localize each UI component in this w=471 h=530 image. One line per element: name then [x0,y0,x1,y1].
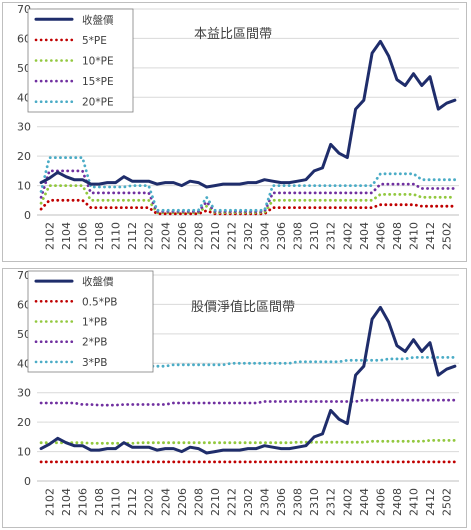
x-tick-label: 2310 [308,222,321,250]
legend-label: 1*PB [82,317,107,329]
y-tick-label: 60 [17,32,31,45]
legend-label: 20*PE [82,97,114,109]
y-tick-label: 70 [17,269,31,282]
x-tick-label: 2302 [242,488,255,516]
x-tick-label: 2402 [341,222,354,250]
y-tick-label: 0 [24,475,31,488]
x-tick-label: 2408 [391,222,404,250]
x-tick-label: 2102 [43,488,56,516]
y-tick-label: 30 [17,387,31,400]
x-tick-label: 2108 [93,222,106,250]
x-tick-label: 2208 [192,222,205,250]
x-tick-label: 2208 [192,488,205,516]
x-tick-label: 2404 [358,222,371,250]
x-tick-label: 2310 [308,488,321,516]
x-tick-label: 2106 [77,222,90,250]
y-tick-label: 40 [17,357,31,370]
y-tick-label: 30 [17,121,31,134]
x-tick-label: 2212 [225,488,238,516]
series-line-0 [39,305,457,455]
x-tick-label: 2404 [358,488,371,516]
series-line-4 [39,156,457,212]
series-line-2 [39,438,457,445]
x-tick-label: 2304 [259,222,272,250]
x-tick-label: 2408 [391,488,404,516]
legend-box [27,270,154,373]
y-tick-label: 10 [17,180,31,193]
x-tick-label: 2212 [225,222,238,250]
pb-band-chart: 0 10 20 30 40 50 60 70 2102 2104 2106 2108 2110 2112 2… [2,268,467,528]
legend-label: 收盤價 [82,275,114,288]
y-tick-label: 40 [17,91,31,104]
x-tick-label: 2410 [407,488,420,516]
series-line-3 [39,398,457,407]
x-tick-label: 2304 [259,488,272,516]
series-line-2 [39,184,457,215]
legend-box [27,8,134,113]
legend-label: 3*PB [82,357,107,369]
legend-label: 0.5*PB [82,296,117,308]
y-tick-label: 20 [17,150,31,163]
series-line-0 [39,39,457,189]
legend-label: 5*PE [82,35,107,47]
x-tick-label: 2110 [110,222,123,250]
x-tick-label: 2502 [441,488,454,516]
x-tick-label: 2204 [159,222,172,250]
x-tick-label: 2108 [93,488,106,516]
y-tick-label: 70 [17,3,31,16]
x-tick-label: 2412 [424,222,437,250]
x-tick-label: 2402 [341,488,354,516]
y-tick-label: 0 [24,209,31,222]
x-tick-label: 2410 [407,222,420,250]
x-tick-label: 2206 [176,488,189,516]
legend-label: 2*PB [82,337,107,349]
y-tick-label: 50 [17,328,31,341]
chart-title: 本益比區間帶 [194,27,272,42]
x-tick-label: 2502 [441,222,454,250]
x-tick-label: 2106 [77,488,90,516]
x-tick-label: 2204 [159,488,172,516]
x-tick-label: 2302 [242,222,255,250]
x-tick-label: 2202 [143,222,156,250]
x-tick-label: 2112 [126,222,139,250]
series-line-3 [39,169,457,213]
x-tick-label: 2306 [275,488,288,516]
x-tick-label: 2312 [325,222,338,250]
y-tick-label: 20 [17,416,31,429]
x-tick-label: 2210 [209,222,222,250]
series-line-1 [39,198,457,216]
x-tick-label: 2306 [275,222,288,250]
x-tick-label: 2412 [424,488,437,516]
x-tick-label: 2312 [325,488,338,516]
series-line-4 [39,356,457,370]
x-tick-label: 2202 [143,488,156,516]
y-tick-label: 10 [17,446,31,459]
x-tick-label: 2206 [176,222,189,250]
chart-title: 股價淨值比區間帶 [191,299,295,315]
x-tick-label: 2406 [374,222,387,250]
x-tick-label: 2112 [126,488,139,516]
y-tick-label: 50 [17,62,31,75]
legend-label: 10*PE [82,56,114,68]
x-tick-label: 2308 [292,488,305,516]
legend-label: 15*PE [82,76,114,88]
x-tick-label: 2308 [292,222,305,250]
legend-label: 收盤價 [82,13,114,26]
x-tick-label: 2110 [110,488,123,516]
y-tick-label: 60 [17,298,31,311]
x-tick-label: 2104 [60,488,73,516]
x-tick-label: 2104 [60,222,73,250]
pe-band-chart: 0 10 20 30 40 50 60 70 2102 2104 2106 2108 2110 2112 2… [2,2,467,262]
x-tick-label: 2210 [209,488,222,516]
x-tick-label: 2406 [374,488,387,516]
x-tick-label: 2102 [43,222,56,250]
